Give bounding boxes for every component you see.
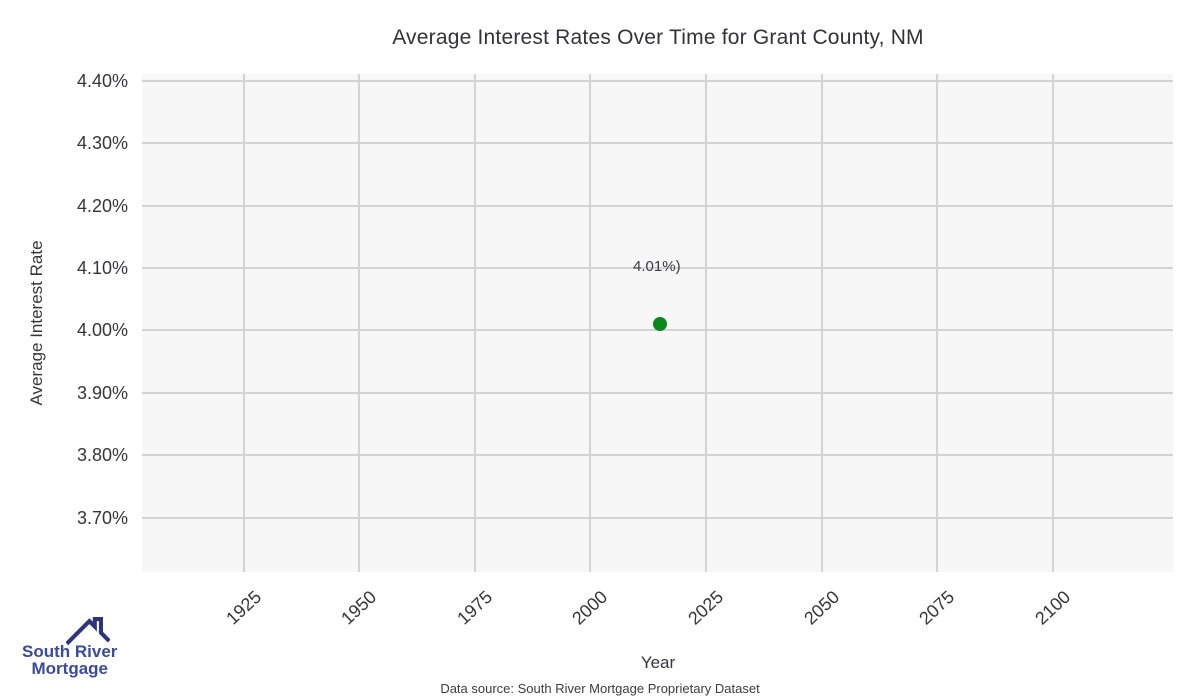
h-gridline (142, 267, 1173, 270)
v-gridline (936, 74, 939, 572)
v-gridline (358, 74, 361, 572)
x-tick-label: 1950 (337, 586, 381, 629)
logo-text-line1: South River (22, 642, 118, 661)
y-tick-label: 4.10% (76, 258, 128, 279)
x-tick-label: 2000 (568, 586, 612, 629)
x-tick-label: 1925 (221, 586, 265, 629)
y-tick-label: 4.30% (76, 133, 128, 154)
y-tick-label: 4.40% (76, 70, 128, 91)
h-gridline (142, 516, 1173, 519)
x-tick-label: 2025 (684, 586, 728, 629)
x-tick-label: 2075 (915, 586, 959, 629)
x-tick-label: 2100 (1030, 586, 1074, 629)
y-tick-label: 4.00% (76, 320, 128, 341)
point-annotation: 4.01%) (633, 258, 681, 276)
v-gridline (473, 74, 476, 572)
h-gridline (142, 79, 1173, 82)
v-gridline (820, 74, 823, 572)
h-gridline (142, 204, 1173, 207)
x-axis-label: Year (640, 653, 676, 672)
south-river-mortgage-logo: South River Mortgage (22, 615, 118, 678)
h-gridline (142, 391, 1173, 394)
y-tick-label: 3.90% (76, 382, 128, 403)
v-gridline (1051, 74, 1054, 572)
v-gridline (242, 74, 245, 572)
v-gridline (589, 74, 592, 572)
v-gridline (705, 74, 708, 572)
h-gridline (142, 454, 1173, 457)
chart-title: Average Interest Rates Over Time for Gra… (392, 26, 924, 49)
logo-text-line2: Mortgage (31, 659, 109, 678)
scatter-point (652, 317, 667, 332)
y-tick-label: 3.70% (76, 507, 128, 528)
x-tick-label: 1975 (453, 586, 496, 629)
house-roof-icon (22, 615, 112, 645)
y-tick-label: 3.80% (76, 445, 128, 466)
y-axis-label: Average Interest Rate (27, 240, 46, 406)
x-tick-label: 2050 (799, 586, 843, 629)
y-tick-label: 4.20% (76, 195, 128, 216)
data-source-caption: Data source: South River Mortgage Propri… (440, 681, 760, 696)
h-gridline (142, 142, 1173, 145)
